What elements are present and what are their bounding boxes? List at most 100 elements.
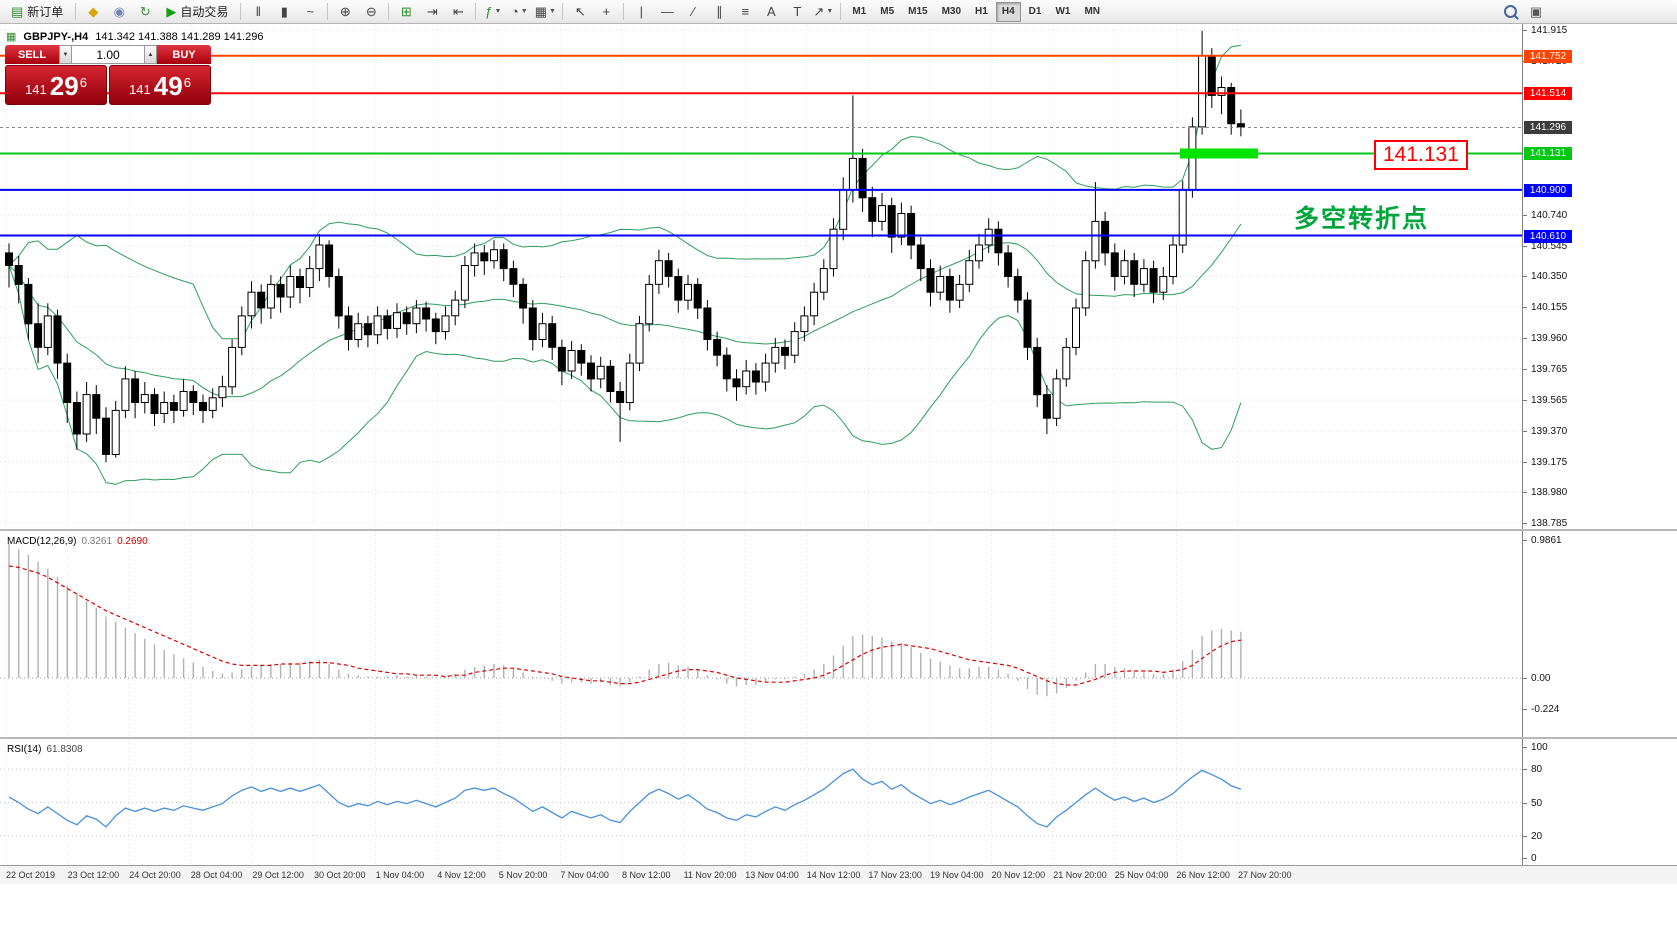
volume-spinner-icon[interactable]: ▲ — [144, 45, 157, 64]
sell-button[interactable]: SELL — [5, 45, 59, 64]
chart-shift-icon: ⇤ — [452, 4, 464, 19]
time-axis-label: 26 Nov 12:00 — [1176, 870, 1230, 880]
order-options-caret-icon[interactable]: ▼ — [59, 45, 72, 64]
search-icon[interactable] — [1498, 1, 1522, 23]
rsi-panel[interactable] — [0, 739, 1522, 865]
timeframe-m30-button[interactable]: M30 — [941, 6, 962, 17]
current-price-badge[interactable]: 141.296 — [1524, 121, 1572, 135]
grid-icon-button[interactable]: ⊞ — [394, 1, 418, 23]
trendline-icon-button[interactable]: ∕ — [681, 1, 705, 23]
chart-window-icon-button[interactable]: ▣ — [1524, 1, 1548, 23]
scale-tick-mark — [1523, 769, 1527, 771]
price-level-text-annotation[interactable]: 141.131 — [1374, 140, 1468, 170]
timeframe-d1-button[interactable]: D1 — [1028, 6, 1042, 17]
highlight-rectangle[interactable] — [1180, 148, 1258, 159]
timeframe-h1-button[interactable]: H1 — [975, 6, 988, 17]
auto-scroll-icon-button[interactable]: ⇥ — [420, 1, 444, 23]
ohlc-bars-icon-button[interactable]: ‖ — [246, 1, 270, 23]
main-chart[interactable] — [0, 25, 1522, 530]
autotrading-icon: ▶ — [166, 4, 177, 19]
timeframe-mn-button[interactable]: MN — [1084, 6, 1100, 17]
dropdown-caret-icon: ▼ — [549, 8, 556, 15]
label-icon-button[interactable]: T — [785, 1, 809, 23]
new-order-icon: ▤ — [11, 4, 24, 19]
cursor-icon-button[interactable]: ↖ — [568, 1, 592, 23]
main-toolbar: ▤ 新订单 ◆ ◉ ↻ ▶ 自动交易 ‖ ▮ ~ ⊕ ⊖ ⊞ ⇥ ⇤ ƒ ▼ ◔ ▼ ▦ ▼ ↖ + | — ∕ ∥ ≡ A T ↗ ▼ M1 M… — [0, 0, 1677, 24]
price-scale[interactable]: 141.915141.720140.740140.545140.350140.1… — [1522, 24, 1677, 865]
level-badge-141.752[interactable]: 141.752 — [1524, 49, 1572, 63]
zoom-out-icon: ⊖ — [365, 4, 377, 19]
scale-tick-mark — [1523, 539, 1527, 541]
panel-splitter-macd[interactable] — [0, 529, 1677, 531]
time-axis-label: 4 Nov 12:00 — [437, 870, 486, 880]
candlestick-mode-icon: ▮ — [280, 4, 288, 19]
level-badge-140.610[interactable]: 140.610 — [1524, 229, 1572, 243]
arrows-icon: ↗ — [813, 4, 825, 19]
text-icon-button[interactable]: A — [759, 1, 783, 23]
autotrading-button[interactable]: ▶ 自动交易 — [159, 1, 235, 23]
scale-tick-label: 139.960 — [1531, 332, 1568, 344]
vertical-line-icon-button[interactable]: | — [629, 1, 653, 23]
timeframe-m5-button[interactable]: M5 — [880, 6, 895, 17]
timeframe-h4-button[interactable]: H4 — [995, 1, 1021, 22]
candles-layer — [5, 30, 1245, 463]
time-axis-label: 7 Nov 04:00 — [560, 870, 609, 880]
scale-tick-label: 140.155 — [1531, 302, 1568, 314]
time-axis-label: 19 Nov 04:00 — [930, 870, 984, 880]
scale-tick-label: 139.175 — [1531, 456, 1568, 468]
candlestick-mode-icon-button[interactable]: ▮ — [272, 1, 296, 23]
new-chart-icon-button[interactable]: ◆ — [81, 1, 105, 23]
volume-input[interactable] — [72, 45, 144, 64]
rsi-header: RSI(14) 61.8308 — [7, 744, 83, 755]
level-lines-layer[interactable] — [0, 54, 1522, 237]
ohlc-bars-icon: ‖ — [255, 4, 262, 19]
scale-tick-label: 100 — [1531, 742, 1548, 753]
zoom-in-icon-button[interactable]: ⊕ — [333, 1, 357, 23]
dropdown-caret-icon: ▼ — [494, 8, 502, 15]
panel-splitter-rsi[interactable] — [0, 737, 1677, 739]
indicators-icon-button[interactable]: ƒ ▼ — [481, 1, 505, 23]
chart-icon: ▦ — [6, 31, 17, 43]
timeframe-w1-button[interactable]: W1 — [1055, 6, 1071, 17]
level-badge-141.131[interactable]: 141.131 — [1524, 147, 1572, 161]
time-axis-label: 17 Nov 23:00 — [868, 870, 922, 880]
chart-window-icon: ▣ — [1529, 4, 1543, 19]
crosshair-icon-button[interactable]: + — [594, 1, 618, 23]
vertical-line-icon: | — [639, 4, 644, 19]
timeframe-m1-button[interactable]: M1 — [852, 6, 867, 17]
accounts-icon-button[interactable]: ◉ — [107, 1, 131, 23]
turning-point-text-annotation[interactable]: 多空转折点 — [1294, 205, 1430, 233]
buy-price-button[interactable]: 141 49 6 — [109, 65, 211, 105]
time-axis-label: 30 Oct 20:00 — [314, 870, 366, 880]
timeframe-m15-button[interactable]: M15 — [908, 6, 928, 17]
horizontal-line-icon-button[interactable]: — — [655, 1, 679, 23]
level-badge-141.514[interactable]: 141.514 — [1524, 87, 1572, 101]
dropdown-caret-icon: ▼ — [826, 8, 834, 15]
scale-tick-label: 0.00 — [1531, 673, 1551, 684]
sell-price-button[interactable]: 141 29 6 — [5, 65, 107, 105]
line-chart-icon-button[interactable]: ~ — [298, 1, 322, 23]
level-badge-140.900[interactable]: 140.900 — [1524, 183, 1572, 197]
cursor-icon: ↖ — [574, 4, 586, 19]
arrows-icon-button[interactable]: ↗ ▼ — [811, 1, 835, 23]
text-icon: A — [766, 4, 776, 19]
zoom-out-icon-button[interactable]: ⊖ — [359, 1, 383, 23]
grid-icon: ⊞ — [400, 4, 412, 19]
templates-icon-button[interactable]: ▦ ▼ — [533, 1, 557, 23]
sell-price-main: 29 — [49, 71, 79, 101]
scale-tick-mark — [1523, 461, 1527, 463]
refresh-icon-button[interactable]: ↻ — [133, 1, 157, 23]
channel-icon-button[interactable]: ∥ — [707, 1, 731, 23]
rsi-value: 61.8308 — [46, 744, 83, 755]
scale-tick-label: 20 — [1531, 830, 1543, 842]
time-axis-label: 1 Nov 04:00 — [375, 870, 425, 880]
fibonacci-icon-button[interactable]: ≡ — [733, 1, 757, 23]
buy-button[interactable]: BUY — [157, 45, 211, 64]
buy-price-main: 49 — [153, 71, 183, 101]
periods-icon-button[interactable]: ◔ ▼ — [507, 1, 531, 23]
scale-tick-mark — [1523, 337, 1527, 339]
time-axis[interactable]: 22 Oct 2019 23 Oct 12:00 24 Oct 20:00 28 Oc… — [0, 865, 1677, 884]
new-order-button[interactable]: ▤ 新订单 — [4, 1, 70, 23]
chart-shift-icon-button[interactable]: ⇤ — [446, 1, 470, 23]
macd-panel[interactable] — [0, 531, 1522, 737]
